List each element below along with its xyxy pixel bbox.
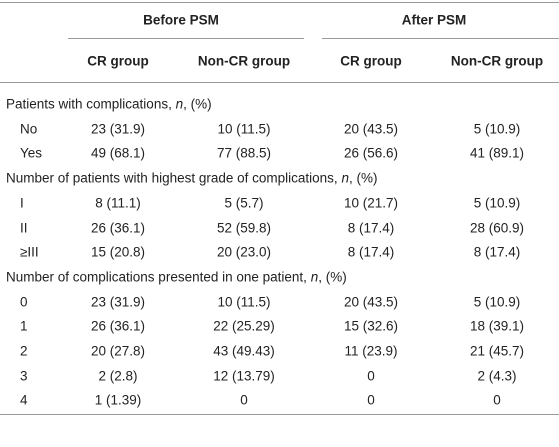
title-part: Number of patients with highest grade of…	[6, 170, 342, 186]
cell: 8 (17.4)	[347, 220, 395, 235]
cell: 18 (39.1)	[469, 318, 525, 334]
cell: 12 (13.79)	[213, 368, 275, 384]
cell: 8 (11.1)	[95, 195, 141, 211]
cell: 23 (31.9)	[90, 121, 146, 137]
cell: 20 (43.5)	[343, 294, 399, 310]
section-title: Number of complications presented in one…	[6, 269, 347, 284]
title-part: , (%)	[348, 170, 378, 186]
cell: 22 (25.29)	[213, 318, 275, 334]
group-header: After PSM	[401, 12, 467, 28]
cell: 5 (10.9)	[473, 121, 521, 137]
title-part: , (%)	[318, 269, 347, 285]
row-label: I	[20, 195, 24, 211]
header-rule	[0, 82, 559, 83]
cell: 2 (2.8)	[98, 368, 138, 384]
title-part: , (%)	[183, 96, 212, 112]
cell: 26 (36.1)	[90, 220, 146, 235]
row-label: No	[20, 121, 38, 137]
row-label: II	[20, 220, 28, 235]
cell: 43 (49.43)	[213, 343, 275, 359]
row-label: 2	[20, 343, 28, 359]
cell: 0	[367, 368, 375, 384]
group-header: Before PSM	[143, 12, 219, 28]
cell: 2 (4.3)	[477, 368, 517, 384]
cell: 10 (11.5)	[217, 294, 271, 310]
bottom-rule	[0, 414, 559, 415]
title-part: n	[175, 96, 184, 112]
title-part: Number of complications presented in one…	[6, 269, 311, 285]
row-label: 4	[20, 392, 28, 408]
cell: 5 (10.9)	[473, 294, 521, 310]
cell: 23 (31.9)	[90, 294, 146, 310]
row-label: Yes	[20, 145, 43, 161]
cell: 0	[240, 392, 248, 408]
cell: 10 (21.7)	[343, 195, 399, 211]
cell: 11 (23.9)	[344, 343, 398, 359]
column-header: CR group	[87, 53, 149, 69]
cell: 26 (56.6)	[343, 145, 399, 161]
row-label: ≥III	[20, 244, 39, 260]
title-part: Patients with complications,	[6, 96, 176, 112]
cell: 8 (17.4)	[347, 244, 395, 260]
cell: 8 (17.4)	[473, 244, 521, 260]
title-part: n	[341, 170, 349, 186]
cell: 5 (5.7)	[224, 195, 264, 211]
cell: 5 (10.9)	[473, 195, 521, 211]
row-label: 0	[20, 294, 28, 310]
column-header: Non-CR group	[197, 53, 291, 69]
cell: 28 (60.9)	[469, 220, 525, 235]
cell: 20 (43.5)	[343, 121, 399, 137]
cell: 52 (59.8)	[216, 220, 272, 235]
cell: 26 (36.1)	[90, 318, 146, 334]
column-header: Non-CR group	[450, 53, 544, 69]
column-header: CR group	[340, 53, 402, 69]
cell: 0	[493, 392, 501, 408]
cell: 15 (32.6)	[343, 318, 399, 334]
cell: 41 (89.1)	[469, 145, 525, 161]
cell: 20 (27.8)	[90, 343, 146, 359]
cell: 20 (23.0)	[216, 244, 272, 260]
cell: 21 (45.7)	[469, 343, 525, 359]
group-rule	[68, 38, 304, 39]
cell: 0	[367, 392, 375, 408]
cell: 49 (68.1)	[90, 145, 146, 161]
row-label: 3	[20, 368, 28, 384]
group-rule	[322, 38, 559, 39]
cell: 77 (88.5)	[216, 145, 272, 161]
cell: 15 (20.8)	[90, 244, 146, 260]
cell: 10 (11.5)	[217, 121, 271, 137]
section-title: Number of patients with highest grade of…	[6, 171, 377, 186]
cell: 1 (1.39)	[94, 392, 142, 408]
section-title: Patients with complications, n, (%)	[6, 97, 212, 112]
title-part: n	[310, 269, 319, 285]
row-label: 1	[20, 318, 28, 334]
top-rule	[0, 2, 559, 3]
